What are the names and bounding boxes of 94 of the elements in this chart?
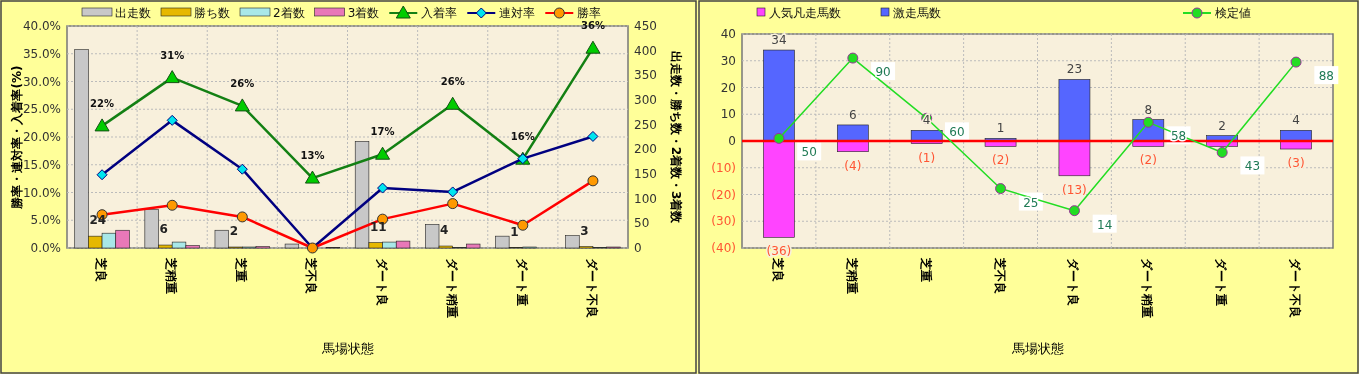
y-tick-label: 15.0% <box>22 157 61 172</box>
y2-tick-label: 200 <box>634 142 657 157</box>
x-tick-label: 芝稍重 <box>844 257 859 294</box>
x-tick-label: 芝不良 <box>304 257 319 294</box>
data-label: 11 <box>369 219 387 234</box>
y-tick-label: 5.0% <box>30 213 61 228</box>
y-tick-label: (40) <box>711 241 736 255</box>
legend-label: 勝率 <box>577 6 602 20</box>
data-label: 16% <box>510 131 535 143</box>
data-label: 6 <box>848 107 857 122</box>
x-tick-label: 芝良 <box>94 257 109 282</box>
data-label: 25 <box>1023 195 1039 210</box>
y2-tick-label: 450 <box>634 19 657 33</box>
legend-label: 2着数 <box>273 6 305 20</box>
data-label: (2) <box>992 153 1010 168</box>
data-label: 43 <box>1244 159 1261 174</box>
data-label: 23 <box>1066 62 1083 77</box>
data-label: 22% <box>90 97 115 109</box>
y2-tick-label: 400 <box>634 43 657 58</box>
data-label: (13) <box>1062 182 1087 197</box>
y2-tick-label: 300 <box>634 93 657 107</box>
x-tick-label: 芝稍重 <box>164 257 179 294</box>
y-tick-label: 35.0% <box>22 46 61 61</box>
data-label: 14 <box>1097 217 1113 232</box>
legend-label: 出走数 <box>115 6 151 20</box>
legend-label: 連対率 <box>499 6 536 20</box>
data-label: 24 <box>89 213 107 228</box>
y-tick-label: 25.0% <box>22 102 61 117</box>
legend-label: 勝ち数 <box>194 6 230 20</box>
y2-tick-label: 100 <box>634 191 657 206</box>
y2-tick-label: 50 <box>634 216 650 231</box>
data-label: 13% <box>300 150 325 162</box>
x-tick-label: ダート重 <box>1214 258 1229 306</box>
data-label: (1) <box>918 150 936 165</box>
x-tick-label: ダート不良 <box>584 258 599 318</box>
data-label: 4 <box>1292 113 1300 128</box>
data-label: (4) <box>844 158 862 173</box>
data-label: 34 <box>771 33 787 48</box>
data-label: (3) <box>1287 156 1305 171</box>
data-label: 1 <box>510 224 519 239</box>
y-tick-label: (30) <box>711 214 736 229</box>
data-label: 3 <box>580 223 589 238</box>
x-tick-label: ダート重 <box>514 258 529 306</box>
y-tick-label: (10) <box>711 160 736 175</box>
data-label: (36) <box>766 244 792 259</box>
y-tick-label: 40 <box>720 27 736 41</box>
data-label: 50 <box>801 145 817 160</box>
x-tick-label: ダート稍重 <box>1140 258 1155 318</box>
legend-label: 3着数 <box>347 6 380 20</box>
y2-tick-label: 350 <box>634 68 657 83</box>
x-tick-label: ダート良 <box>1066 258 1081 306</box>
y-tick-label: 40.0% <box>22 19 61 33</box>
y-tick-label: 20.0% <box>22 130 61 144</box>
data-label: 88 <box>1318 69 1334 84</box>
y-tick-label: 30.0% <box>22 74 61 89</box>
x-tick-label: 芝良 <box>770 257 785 282</box>
data-label: 90 <box>875 65 891 80</box>
y-tick-label: 0 <box>728 134 736 148</box>
y2-axis-title: 出走数・勝ち数・2着数・3着数 <box>669 50 683 225</box>
data-label: 2 <box>1218 118 1227 133</box>
legend-label: 人気凡走馬数 <box>769 6 841 20</box>
data-label: 26% <box>440 76 465 88</box>
x-axis-title: 馬場状態 <box>1010 341 1064 356</box>
data-label: 8 <box>1144 102 1153 117</box>
data-label: 17% <box>370 126 395 138</box>
x-tick-label: 芝不良 <box>992 257 1007 294</box>
legend-label: 入着率 <box>421 6 458 20</box>
x-tick-label: ダート良 <box>374 258 389 306</box>
data-label: 36% <box>580 20 605 32</box>
data-label: 4 <box>440 223 449 238</box>
x-tick-label: 芝重 <box>234 257 249 282</box>
data-label: 2 <box>229 224 238 239</box>
x-tick-label: 芝重 <box>918 257 933 282</box>
x-tick-label: ダート稍重 <box>444 258 459 318</box>
y-tick-label: (20) <box>711 187 736 202</box>
y-tick-label: 30 <box>720 53 736 68</box>
y2-tick-label: 150 <box>634 167 657 181</box>
y2-tick-label: 0 <box>634 241 642 255</box>
y-tick-label: 10 <box>720 107 736 122</box>
x-axis-title: 馬場状態 <box>320 341 374 356</box>
legend-label: 激走馬数 <box>893 6 941 20</box>
y-tick-label: 0.0% <box>30 241 61 255</box>
y2-tick-label: 250 <box>634 117 657 132</box>
y-tick-label: 20 <box>720 80 736 95</box>
data-label: 26% <box>230 77 255 89</box>
legend-label: 検定値 <box>1215 6 1251 20</box>
x-tick-label: ダート不良 <box>1288 258 1303 318</box>
data-label: 60 <box>949 125 965 140</box>
data-label: 6 <box>159 222 168 237</box>
data-label: 1 <box>996 121 1005 136</box>
data-label: 31% <box>160 49 185 61</box>
y-axis-title: 勝率・連対率・入着率(%) <box>10 65 24 210</box>
data-label: (2) <box>1139 153 1157 168</box>
y-tick-label: 10.0% <box>22 185 61 200</box>
